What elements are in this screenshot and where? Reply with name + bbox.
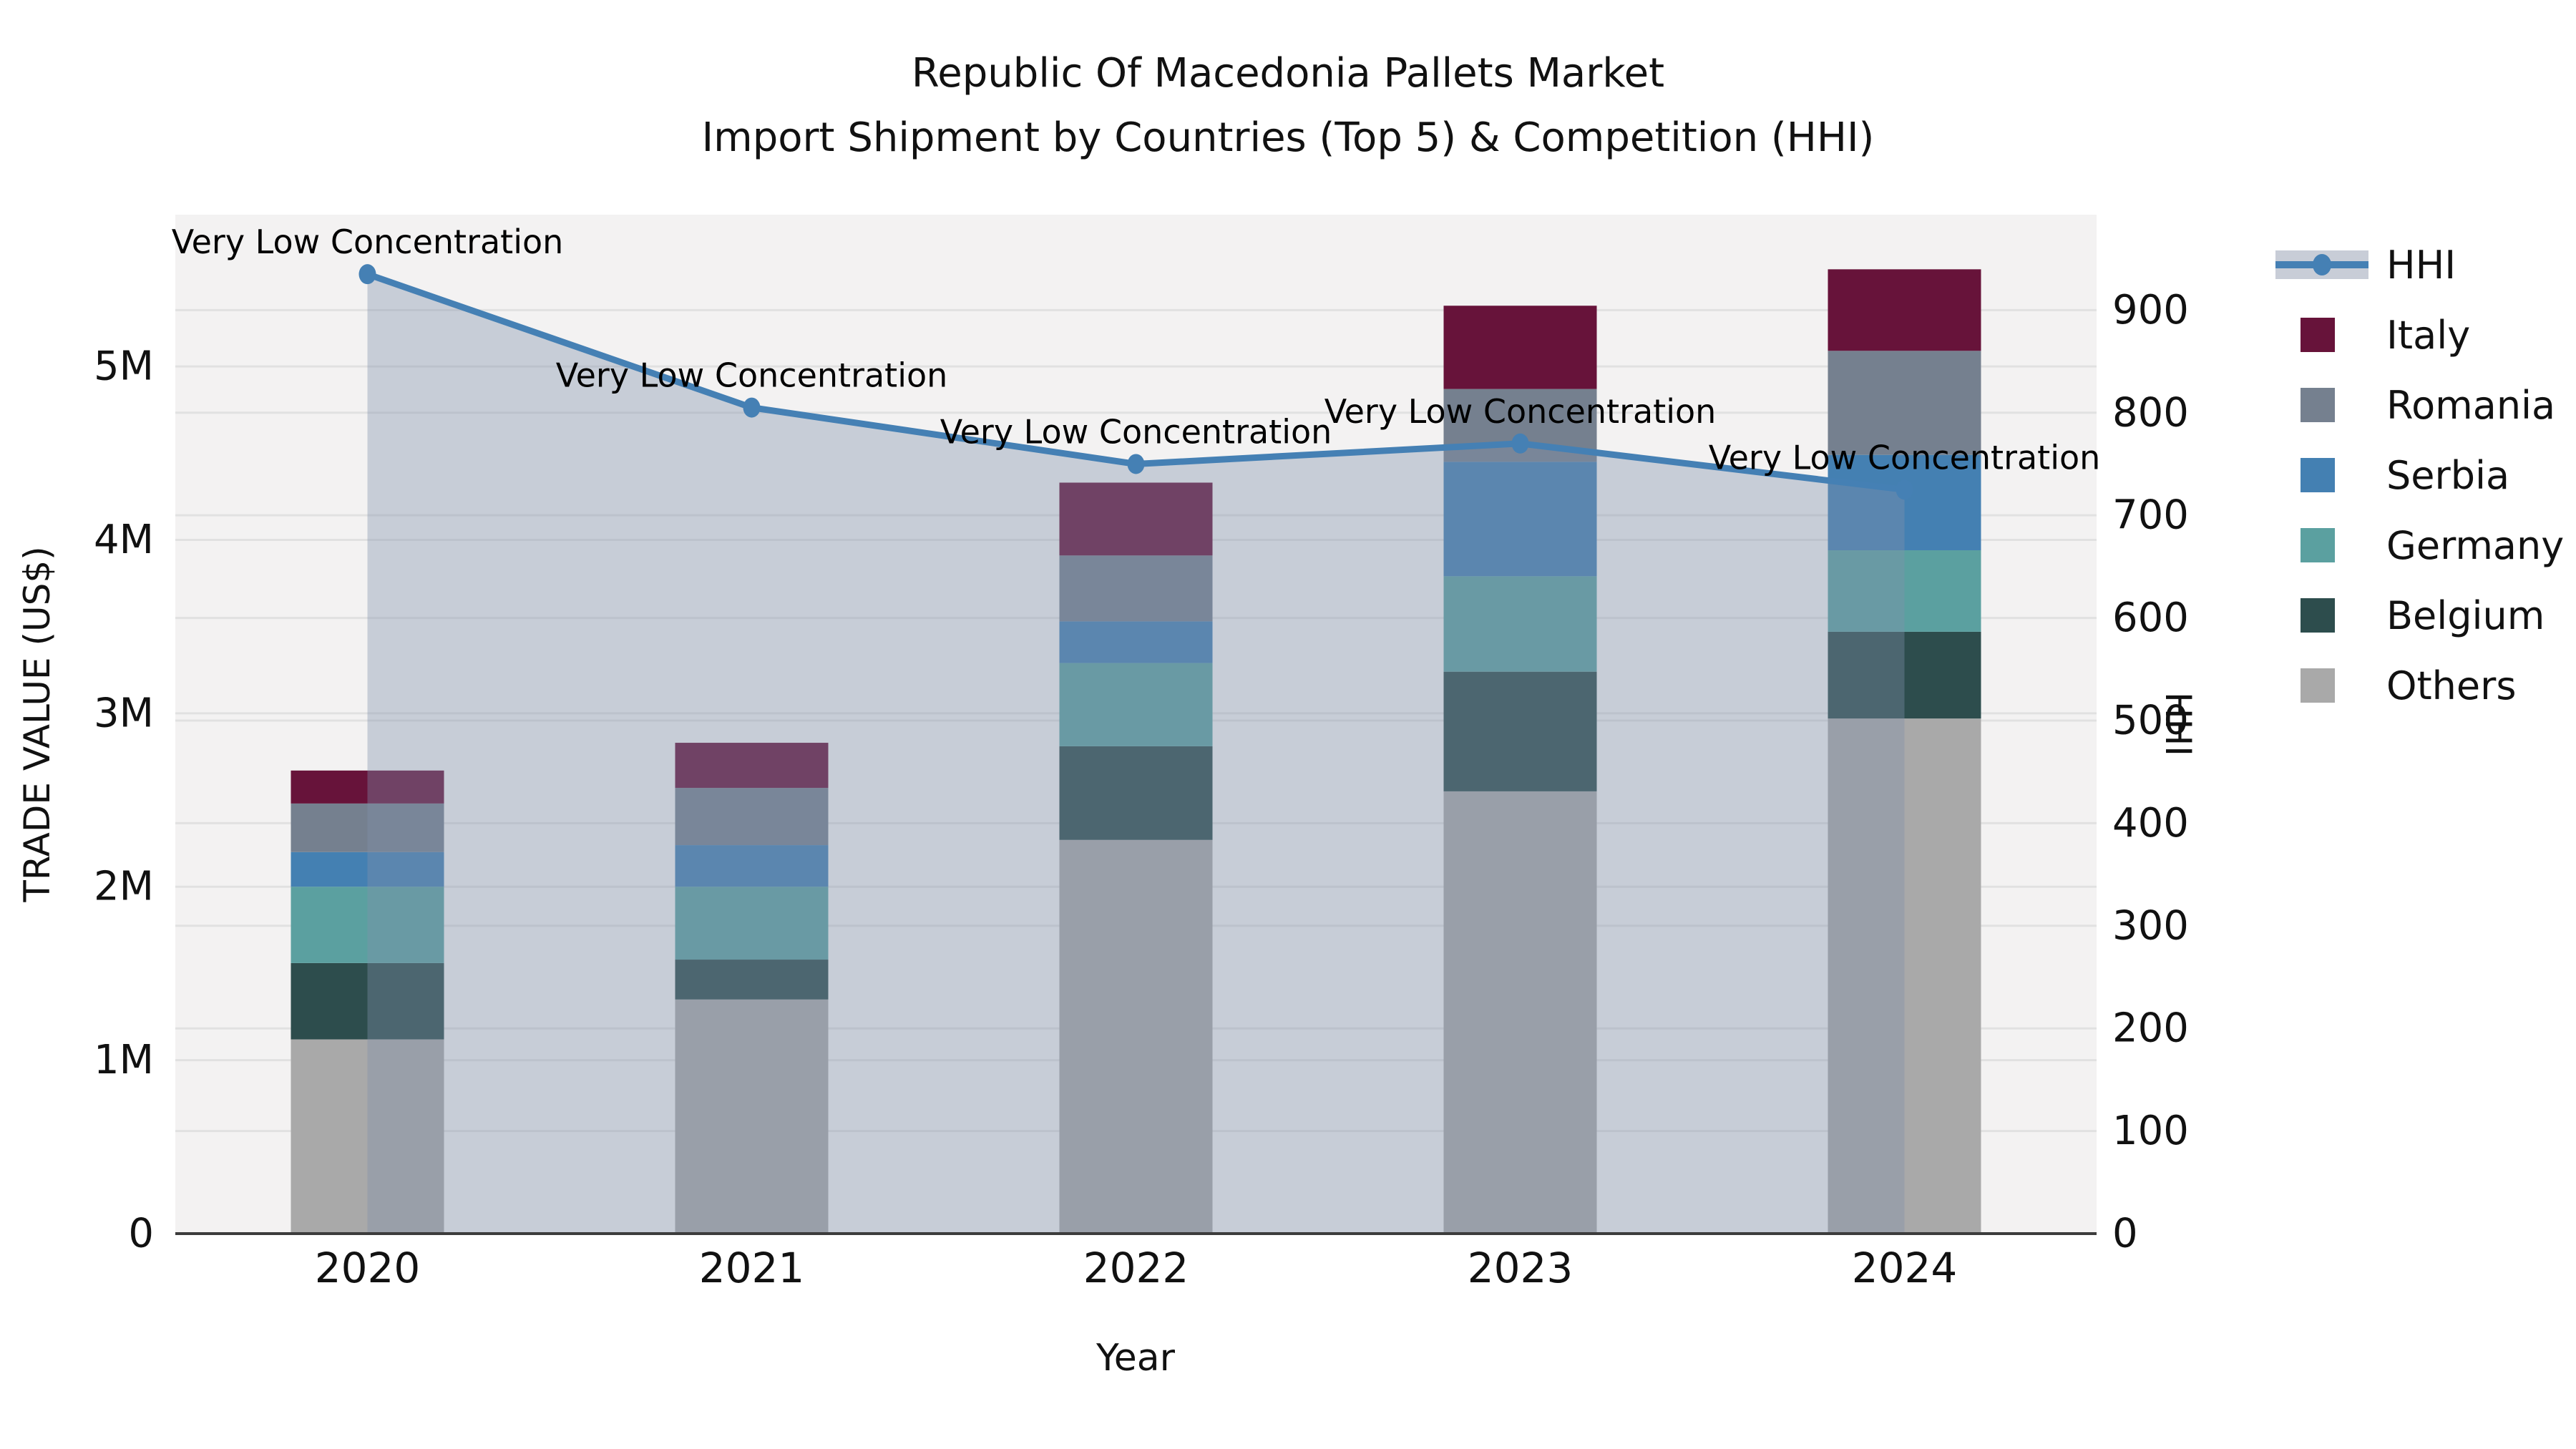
legend-label: Germany — [2386, 522, 2565, 568]
bar-segment-italy-2020 — [291, 770, 444, 804]
bar-segment-others-2023 — [1443, 791, 1597, 1234]
y-left-tick-2M: 2M — [94, 864, 154, 910]
bar-segment-serbia-2020 — [291, 852, 444, 887]
bar-segment-germany-2023 — [1443, 576, 1597, 672]
bar-segment-serbia-2023 — [1443, 462, 1597, 577]
legend-swatch-icon — [2301, 668, 2335, 703]
bar-segment-germany-2024 — [1828, 550, 1981, 632]
bar-segment-belgium-2024 — [1828, 631, 1981, 719]
legend-label: Others — [2386, 663, 2517, 708]
hhi-marker-2020 — [358, 264, 376, 285]
hhi-area-fill — [367, 274, 1905, 1234]
x-axis-label: Year — [1096, 1337, 1176, 1380]
bar-segment-romania-2024 — [1828, 351, 1981, 455]
bar-segment-belgium-2020 — [291, 962, 444, 1040]
legend-line-marker-icon — [2275, 250, 2368, 279]
bar-segment-belgium-2021 — [675, 960, 829, 1000]
legend-swatch-icon — [2301, 598, 2335, 633]
bar-segment-italy-2023 — [1443, 306, 1597, 389]
y-left-tick-4M: 4M — [94, 517, 154, 563]
x-tick-2023: 2023 — [1468, 1244, 1574, 1292]
legend-swatch-icon — [2301, 388, 2335, 422]
y-right-tick-200: 200 — [2112, 1005, 2189, 1052]
y-right-tick-300: 300 — [2112, 902, 2189, 949]
legend-item-others: Others — [2275, 650, 2564, 721]
y-left-tick-1M: 1M — [94, 1037, 154, 1083]
legend-label: HHI — [2386, 242, 2457, 288]
x-tick-2020: 2020 — [315, 1244, 421, 1292]
legend-item-romania: Romania — [2275, 370, 2564, 440]
bar-segment-romania-2022 — [1059, 555, 1213, 622]
y-right-tick-900: 900 — [2112, 287, 2189, 333]
bar-segment-romania-2021 — [675, 788, 829, 846]
bar-segment-serbia-2021 — [675, 845, 829, 887]
bar-segment-italy-2021 — [675, 743, 829, 789]
legend-label: Serbia — [2386, 452, 2510, 498]
x-tick-2021: 2021 — [699, 1244, 805, 1292]
hhi-marker-2023 — [1511, 433, 1529, 454]
chart-title-line-2: Import Shipment by Countries (Top 5) & C… — [701, 114, 1875, 161]
x-tick-2022: 2022 — [1083, 1244, 1189, 1292]
bar-segment-serbia-2024 — [1828, 454, 1981, 551]
legend-label: Italy — [2386, 312, 2471, 358]
y-right-tick-500: 500 — [2112, 697, 2189, 743]
chart-title: Republic Of Macedonia Pallets Market Imp… — [0, 42, 2576, 170]
y-right-tick-100: 100 — [2112, 1108, 2189, 1154]
legend-item-hhi: HHI — [2275, 230, 2564, 300]
legend-swatch-icon — [2301, 528, 2335, 562]
annotation-2024: Very Low Concentration — [1709, 438, 2101, 477]
y-right-tick-400: 400 — [2112, 800, 2189, 847]
legend-item-italy: Italy — [2275, 300, 2564, 370]
y-left-axis-label: TRADE VALUE (US$) — [16, 546, 58, 902]
y-right-tick-600: 600 — [2112, 595, 2189, 641]
bar-segment-germany-2021 — [675, 887, 829, 960]
y-right-axis-label: HHI — [2157, 692, 2199, 756]
legend-item-serbia: Serbia — [2275, 440, 2564, 510]
bar-segment-italy-2024 — [1828, 269, 1981, 351]
hhi-marker-2024 — [1896, 479, 1913, 500]
y-right-tick-800: 800 — [2112, 389, 2189, 436]
bar-segment-italy-2022 — [1059, 482, 1213, 556]
bar-segment-germany-2022 — [1059, 663, 1213, 746]
legend-item-belgium: Belgium — [2275, 580, 2564, 650]
hhi-marker-2022 — [1127, 454, 1145, 474]
annotation-2021: Very Low Concentration — [556, 356, 948, 395]
legend-label: Belgium — [2386, 592, 2545, 638]
y-left-tick-5M: 5M — [94, 343, 154, 390]
bar-segment-others-2022 — [1059, 839, 1213, 1234]
chart-title-line-1: Republic Of Macedonia Pallets Market — [911, 50, 1665, 97]
y-right-tick-700: 700 — [2112, 492, 2189, 539]
hhi-marker-2021 — [743, 397, 761, 418]
y-right-tick-0: 0 — [2112, 1211, 2138, 1257]
y-left-tick-0: 0 — [128, 1211, 154, 1257]
legend-swatch-icon — [2301, 458, 2335, 492]
annotation-2020: Very Low Concentration — [172, 223, 564, 261]
legend-label: Romania — [2386, 382, 2556, 428]
bar-segment-belgium-2023 — [1443, 671, 1597, 791]
legend: HHI Italy Romania Serbia Germany Belgium Other… — [2275, 230, 2564, 721]
annotation-2022: Very Low Concentration — [940, 412, 1332, 451]
bar-segment-others-2024 — [1828, 718, 1981, 1234]
x-tick-2024: 2024 — [1852, 1244, 1958, 1292]
bar-segment-romania-2020 — [291, 803, 444, 852]
bar-segment-others-2021 — [675, 999, 829, 1234]
annotation-2023: Very Low Concentration — [1324, 392, 1717, 431]
bar-segment-belgium-2022 — [1059, 746, 1213, 840]
bar-segment-serbia-2022 — [1059, 621, 1213, 663]
bar-segment-germany-2020 — [291, 887, 444, 963]
legend-swatch-icon — [2301, 318, 2335, 352]
bar-segment-others-2020 — [291, 1039, 444, 1234]
legend-item-germany: Germany — [2275, 510, 2564, 580]
y-left-tick-3M: 3M — [94, 690, 154, 736]
